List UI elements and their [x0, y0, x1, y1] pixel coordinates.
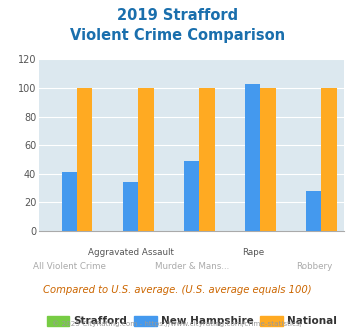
Bar	[138, 88, 153, 231]
Bar	[184, 161, 200, 231]
Bar	[261, 88, 275, 231]
Bar	[306, 191, 322, 231]
Text: Violent Crime Comparison: Violent Crime Comparison	[70, 28, 285, 43]
Bar	[77, 88, 92, 231]
Bar	[322, 88, 337, 231]
Bar	[123, 182, 138, 231]
Legend: Strafford, New Hampshire, National: Strafford, New Hampshire, National	[42, 312, 341, 330]
Text: © 2025 CityRating.com - https://www.cityrating.com/crime-statistics/: © 2025 CityRating.com - https://www.city…	[53, 320, 302, 327]
Text: Murder & Mans...: Murder & Mans...	[154, 262, 229, 271]
Bar	[245, 84, 261, 231]
Bar	[200, 88, 214, 231]
Text: Aggravated Assault: Aggravated Assault	[88, 248, 174, 257]
Text: Compared to U.S. average. (U.S. average equals 100): Compared to U.S. average. (U.S. average …	[43, 285, 312, 295]
Text: 2019 Strafford: 2019 Strafford	[117, 8, 238, 23]
Text: Robbery: Robbery	[296, 262, 332, 271]
Text: Rape: Rape	[242, 248, 264, 257]
Bar	[62, 172, 77, 231]
Text: All Violent Crime: All Violent Crime	[33, 262, 106, 271]
